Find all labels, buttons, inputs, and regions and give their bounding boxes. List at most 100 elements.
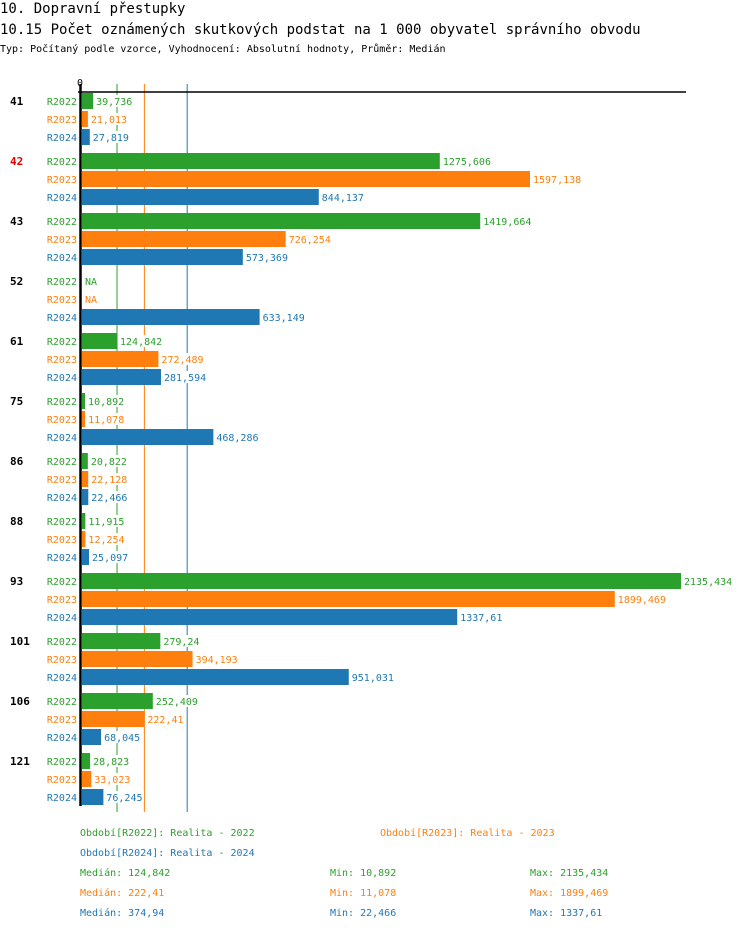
- data-label-bg: [89, 113, 129, 125]
- data-label: 1275,606: [443, 157, 491, 168]
- bar: [82, 153, 440, 169]
- bar: [82, 411, 86, 427]
- data-label-bg: [194, 653, 240, 665]
- data-label: 39,736: [96, 97, 132, 108]
- category-label: 42: [10, 155, 23, 168]
- category-label: 61: [10, 335, 24, 348]
- data-label-bg: [90, 473, 129, 485]
- series-label: R2024: [47, 493, 77, 504]
- data-label: 1337,61: [460, 613, 502, 624]
- data-label-bg: [320, 191, 366, 203]
- data-label-bg: [215, 431, 261, 443]
- data-label-bg: [89, 455, 129, 467]
- data-label-bg: [91, 551, 130, 563]
- bar: [82, 513, 86, 529]
- bar: [82, 753, 91, 769]
- data-label: 633,149: [263, 313, 305, 324]
- data-label-bg: [87, 395, 126, 407]
- data-label: NA: [85, 277, 97, 288]
- category-label: 106: [10, 695, 30, 708]
- data-label-bg: [84, 275, 99, 287]
- category-label: 75: [10, 395, 23, 408]
- data-label: 27,819: [93, 133, 129, 144]
- indicator-title: 10.15 Počet oznámených skutkových podsta…: [0, 22, 641, 38]
- data-label: 11,078: [88, 415, 124, 426]
- data-label-bg: [441, 155, 493, 167]
- category-label: 43: [10, 215, 23, 228]
- bar: [82, 111, 88, 127]
- data-label-bg: [87, 515, 126, 527]
- data-label: 279,24: [163, 637, 199, 648]
- bar: [82, 729, 102, 745]
- series-label: R2024: [47, 553, 77, 564]
- stat-median-r2024: Medián: 374,94: [80, 908, 165, 919]
- series-label: R2022: [47, 577, 77, 588]
- section-title: 10. Dopravní přestupky: [0, 1, 186, 17]
- series-label: R2023: [47, 355, 77, 366]
- data-label: 844,137: [322, 193, 364, 204]
- series-label: R2023: [47, 595, 77, 606]
- series-label: R2023: [47, 775, 77, 786]
- data-label: 28,823: [93, 757, 129, 768]
- data-label-bg: [261, 311, 307, 323]
- bar: [82, 531, 86, 547]
- data-label: 252,409: [156, 697, 198, 708]
- bar: [82, 333, 118, 349]
- bar: [82, 249, 243, 265]
- series-label: R2022: [47, 757, 77, 768]
- bar: [82, 93, 94, 109]
- stat-min-r2023: Min: 11,078: [330, 888, 397, 899]
- category-label: 121: [10, 755, 30, 768]
- data-label: 272,489: [161, 355, 203, 366]
- series-label: R2023: [47, 475, 77, 486]
- data-label-bg: [532, 173, 583, 185]
- data-label-bg: [95, 95, 134, 107]
- bar: [82, 309, 260, 325]
- data-label-bg: [93, 773, 132, 785]
- data-label: 1597,138: [533, 175, 581, 186]
- data-label: 726,254: [289, 235, 331, 246]
- series-label: R2022: [47, 697, 77, 708]
- bar: [82, 471, 89, 487]
- category-label: 52: [10, 275, 23, 288]
- data-label: 22,128: [91, 475, 127, 486]
- data-label-bg: [87, 413, 126, 425]
- data-label: NA: [85, 295, 97, 306]
- data-label: 573,369: [246, 253, 288, 264]
- bar: [82, 549, 90, 565]
- series-label: R2024: [47, 673, 77, 684]
- series-label: R2023: [47, 415, 77, 426]
- data-label: 68,045: [104, 733, 140, 744]
- legend-r2023: Období[R2023]: Realita - 2023: [380, 828, 555, 839]
- series-label: R2022: [47, 97, 77, 108]
- data-label-bg: [482, 215, 534, 227]
- series-label: R2024: [47, 193, 77, 204]
- category-label: 41: [10, 95, 24, 108]
- bar: [82, 453, 88, 469]
- series-label: R2023: [47, 235, 77, 246]
- bar: [82, 351, 159, 367]
- bar: [82, 669, 349, 685]
- stat-max-r2024: Max: 1337,61: [530, 908, 603, 919]
- data-label: 394,193: [196, 655, 238, 666]
- series-label: R2023: [47, 535, 77, 546]
- data-label: 25,097: [92, 553, 128, 564]
- series-label: R2023: [47, 715, 77, 726]
- stat-min-r2024: Min: 22,466: [330, 908, 397, 919]
- data-label: 2135,434: [684, 577, 732, 588]
- data-label-bg: [616, 593, 668, 605]
- bar: [82, 609, 458, 625]
- data-label-bg: [154, 695, 200, 707]
- data-label-bg: [146, 713, 185, 725]
- bar: [82, 591, 615, 607]
- data-label-bg: [84, 293, 99, 305]
- bar: [82, 693, 153, 709]
- stat-median-r2022: Medián: 124,842: [80, 868, 171, 879]
- data-label: 1899,469: [618, 595, 666, 606]
- data-label-bg: [90, 491, 129, 503]
- data-label: 12,254: [88, 535, 124, 546]
- bar: [82, 651, 193, 667]
- data-label-bg: [350, 671, 396, 683]
- bar: [82, 633, 161, 649]
- data-label: 20,822: [91, 457, 127, 468]
